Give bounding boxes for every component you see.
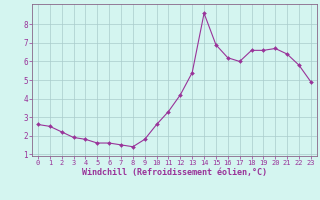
X-axis label: Windchill (Refroidissement éolien,°C): Windchill (Refroidissement éolien,°C) [82, 168, 267, 177]
